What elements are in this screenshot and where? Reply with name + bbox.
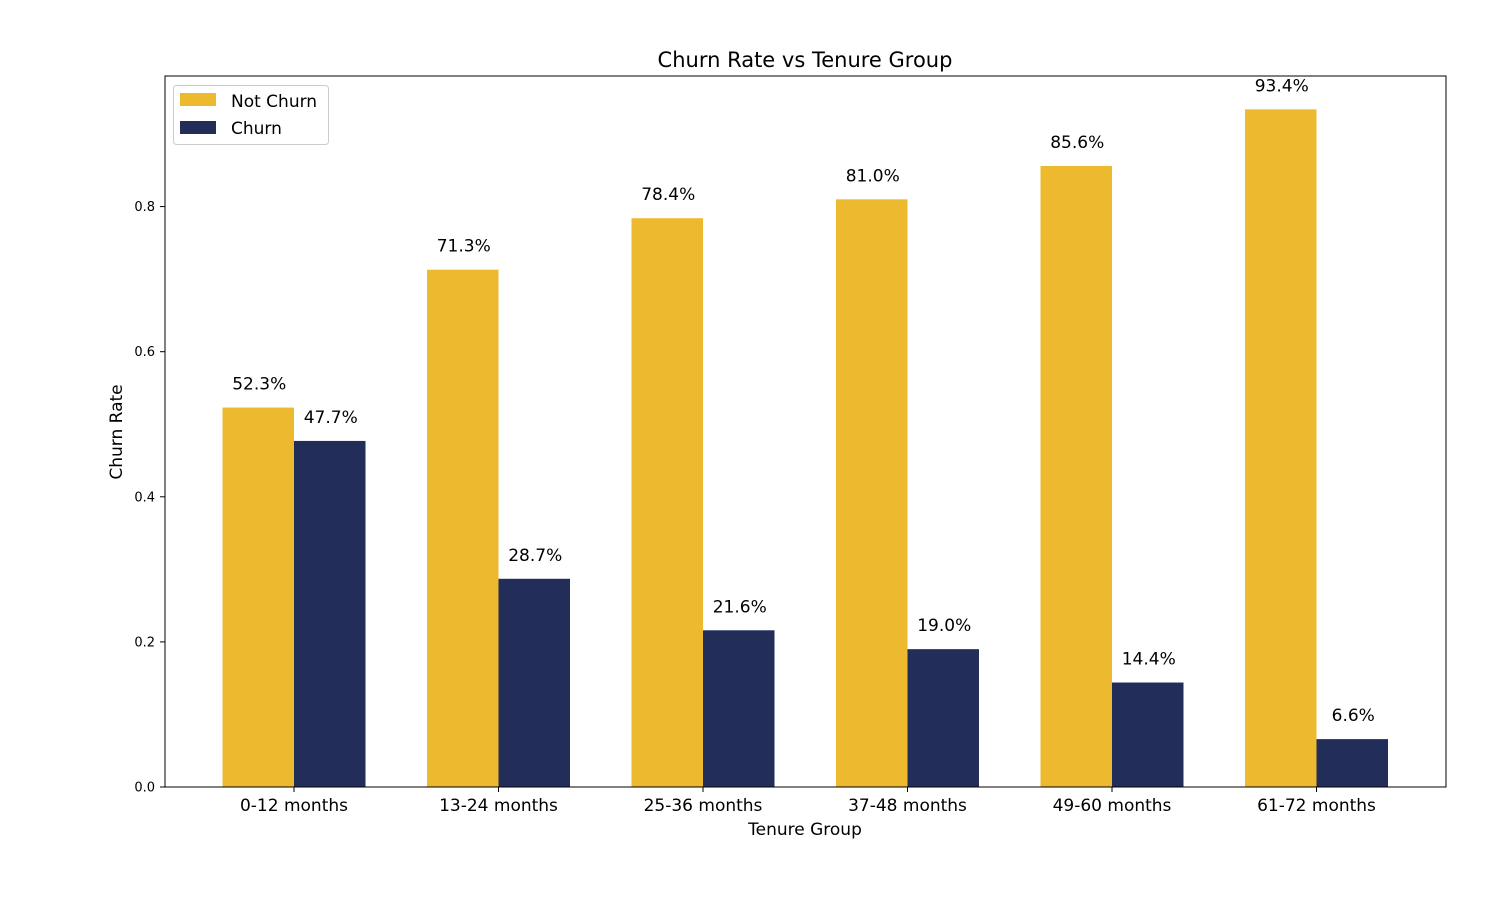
data-label-not-churn-13-24-months: 71.3%: [437, 237, 491, 257]
data-label-churn-13-24-months: 28.7%: [508, 546, 562, 566]
x-tick-label-25-36-months: 25-36 months: [644, 796, 763, 816]
data-label-not-churn-49-60-months: 85.6%: [1050, 133, 1104, 153]
data-label-not-churn-0-12-months: 52.3%: [232, 375, 286, 395]
x-axis-label: Tenure Group: [747, 820, 862, 840]
y-axis: 0.0 0.2 0.4 0.6 0.8: [134, 200, 165, 796]
bar-churn-61-72-months: [1316, 739, 1388, 787]
bar-churn-49-60-months: [1112, 682, 1184, 787]
y-tick-label: 0.4: [134, 490, 155, 505]
x-tick-label-49-60-months: 49-60 months: [1053, 796, 1172, 816]
y-axis-label: Churn Rate: [107, 384, 127, 479]
y-tick-label: 0.2: [134, 635, 155, 650]
bar-labels-layer: 52.3% 47.7% 71.3% 28.7% 78.4% 21.6% 81.0% 19.0%…: [232, 76, 1375, 726]
bar-not-churn-25-36-months: [631, 218, 703, 787]
bar-not-churn-37-48-months: [836, 199, 908, 788]
y-tick-label: 0.8: [134, 200, 155, 215]
plot-frame: [164, 75, 1447, 788]
data-label-churn-25-36-months: 21.6%: [713, 597, 767, 617]
chart-title: Churn Rate vs Tenure Group: [658, 48, 953, 72]
data-label-not-churn-61-72-months: 93.4%: [1255, 76, 1309, 96]
legend-label-not-churn: Not Churn: [231, 92, 317, 112]
x-tick-label-37-48-months: 37-48 months: [848, 796, 967, 816]
bar-not-churn-49-60-months: [1040, 165, 1112, 787]
data-label-not-churn-37-48-months: 81.0%: [846, 166, 900, 186]
bar-not-churn-13-24-months: [427, 269, 499, 788]
bars-layer: [222, 109, 1388, 788]
x-axis: 0-12 months 13-24 months 25-36 months 37-48…: [240, 787, 1376, 816]
x-tick-label-61-72-months: 61-72 months: [1257, 796, 1376, 816]
legend-swatch-churn: [180, 121, 216, 134]
bar-churn-0-12-months: [294, 440, 366, 787]
bar-churn-25-36-months: [703, 630, 775, 787]
x-tick-label-13-24-months: 13-24 months: [439, 796, 558, 816]
data-label-churn-49-60-months: 14.4%: [1122, 650, 1176, 670]
bar-not-churn-0-12-months: [222, 407, 294, 787]
y-tick-label: 0.0: [134, 781, 155, 796]
data-label-churn-0-12-months: 47.7%: [304, 408, 358, 428]
y-tick-label: 0.6: [134, 345, 155, 360]
bar-churn-13-24-months: [498, 578, 570, 787]
bar-churn-37-48-months: [907, 649, 979, 787]
data-label-not-churn-25-36-months: 78.4%: [641, 185, 695, 205]
bar-not-churn-61-72-months: [1245, 109, 1317, 788]
data-label-churn-61-72-months: 6.6%: [1332, 706, 1375, 726]
legend: Not Churn Churn: [173, 85, 329, 145]
legend-label-churn: Churn: [231, 119, 282, 139]
legend-swatch-not-churn: [180, 93, 216, 106]
data-label-churn-37-48-months: 19.0%: [917, 616, 971, 636]
x-tick-label-0-12-months: 0-12 months: [240, 796, 348, 816]
